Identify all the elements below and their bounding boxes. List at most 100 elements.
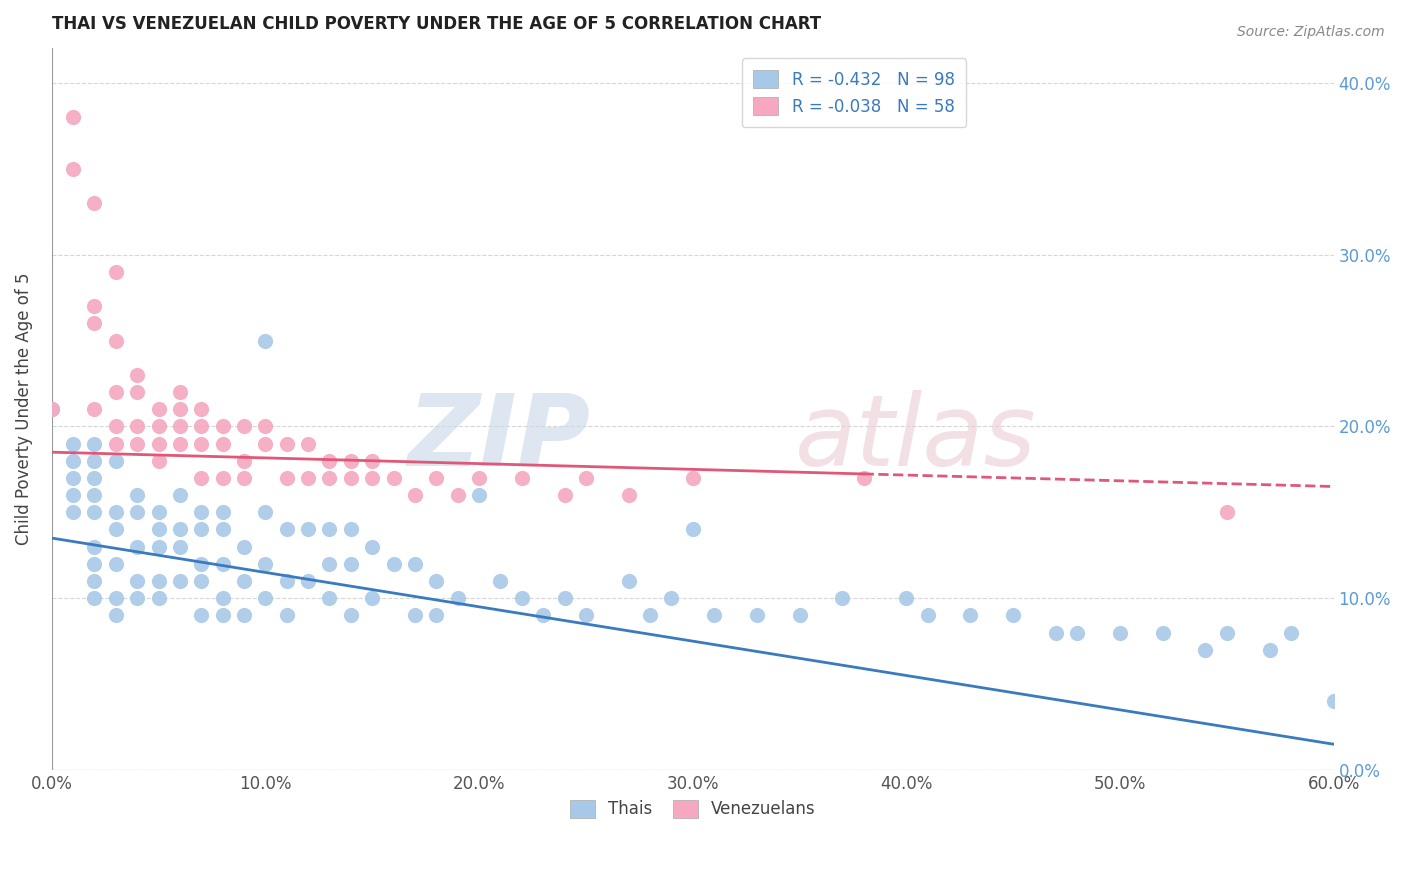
Point [62,454,84,468]
Point [361,471,384,485]
Point [447,591,470,606]
Point [127,591,149,606]
Point [127,419,149,434]
Text: ZIP: ZIP [408,390,591,486]
Point [510,471,533,485]
Point [127,540,149,554]
Point [104,608,127,623]
Point [104,505,127,519]
Point [169,402,191,417]
Point [659,591,682,606]
Point [104,591,127,606]
Text: atlas: atlas [796,390,1036,486]
Point [361,591,384,606]
Point [190,608,212,623]
Point [318,454,340,468]
Point [127,368,149,382]
Point [83,540,105,554]
Point [745,608,768,623]
Point [789,608,811,623]
Point [148,436,170,450]
Point [896,591,918,606]
Point [211,608,233,623]
Point [233,471,256,485]
Point [617,488,640,502]
Point [169,385,191,400]
Point [553,488,575,502]
Point [233,608,256,623]
Point [83,402,105,417]
Point [1279,625,1302,640]
Point [190,523,212,537]
Point [83,436,105,450]
Point [104,436,127,450]
Point [1258,642,1281,657]
Y-axis label: Child Poverty Under the Age of 5: Child Poverty Under the Age of 5 [15,273,32,546]
Point [62,488,84,502]
Point [468,471,491,485]
Point [553,591,575,606]
Point [1109,625,1132,640]
Point [104,523,127,537]
Point [361,540,384,554]
Point [41,402,63,417]
Point [233,540,256,554]
Legend: Thais, Venezuelans: Thais, Venezuelans [561,791,824,827]
Point [254,505,277,519]
Point [682,523,704,537]
Point [276,471,298,485]
Point [190,557,212,571]
Point [575,608,598,623]
Point [468,488,491,502]
Point [233,419,256,434]
Point [1194,642,1216,657]
Point [169,540,191,554]
Point [617,574,640,588]
Point [531,608,554,623]
Point [169,523,191,537]
Point [104,557,127,571]
Point [148,591,170,606]
Point [127,505,149,519]
Point [83,591,105,606]
Point [211,436,233,450]
Point [211,471,233,485]
Point [104,265,127,279]
Point [447,488,470,502]
Point [169,436,191,450]
Point [340,471,363,485]
Point [575,471,598,485]
Point [83,505,105,519]
Point [169,419,191,434]
Point [190,505,212,519]
Point [276,608,298,623]
Point [104,385,127,400]
Point [1045,625,1067,640]
Point [104,454,127,468]
Point [148,419,170,434]
Point [62,161,84,176]
Point [83,454,105,468]
Point [190,471,212,485]
Point [703,608,725,623]
Point [340,608,363,623]
Point [83,574,105,588]
Point [404,557,426,571]
Point [1066,625,1088,640]
Point [382,557,405,571]
Point [62,471,84,485]
Point [254,419,277,434]
Point [190,402,212,417]
Point [83,471,105,485]
Point [127,436,149,450]
Point [318,523,340,537]
Point [297,574,319,588]
Point [318,557,340,571]
Point [382,471,405,485]
Point [510,591,533,606]
Point [254,436,277,450]
Point [127,488,149,502]
Point [425,574,447,588]
Point [831,591,853,606]
Text: Source: ZipAtlas.com: Source: ZipAtlas.com [1237,25,1385,39]
